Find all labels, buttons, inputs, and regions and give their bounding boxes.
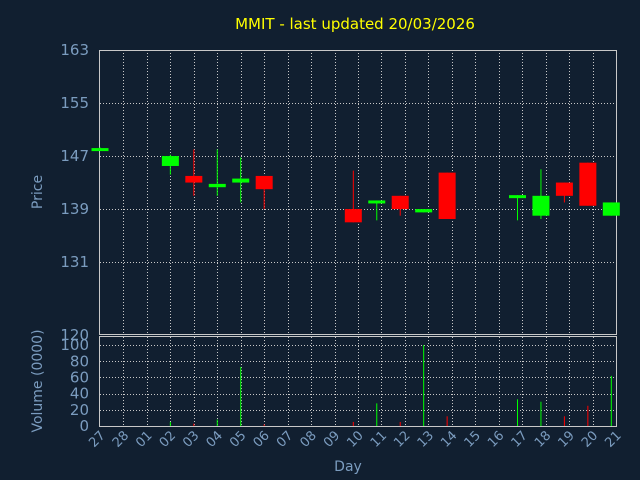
candle bbox=[532, 169, 550, 220]
candle bbox=[555, 182, 573, 203]
x-tick-label: 09 bbox=[321, 428, 343, 450]
x-tick-label: 05 bbox=[227, 428, 249, 450]
candle bbox=[161, 154, 179, 175]
candle-body bbox=[161, 156, 179, 166]
candle bbox=[602, 202, 620, 216]
x-tick-label: 18 bbox=[532, 428, 554, 450]
candle-body bbox=[508, 195, 526, 199]
x-tick-label: 07 bbox=[274, 428, 296, 450]
x-tick-label: 01 bbox=[133, 428, 155, 450]
price-tick-label: 131 bbox=[60, 253, 89, 271]
x-tick-labels: 27 28 01 02 03 04 05 06 07 08 09 10 11 12 13 14 15 16 17 18… bbox=[86, 428, 624, 450]
candle bbox=[438, 172, 456, 220]
candle bbox=[579, 162, 597, 206]
x-tick-label: 19 bbox=[555, 428, 577, 450]
candle bbox=[508, 195, 526, 221]
candle-body bbox=[232, 178, 250, 183]
volume-tick-label: 40 bbox=[70, 385, 89, 403]
x-tick-label: 02 bbox=[157, 428, 179, 450]
volume-tick-label: 100 bbox=[60, 336, 89, 354]
x-tick-label: 03 bbox=[180, 428, 202, 450]
price-tick-label: 139 bbox=[60, 200, 89, 218]
candle bbox=[344, 170, 362, 223]
candle-body bbox=[532, 195, 550, 216]
price-grid bbox=[100, 50, 616, 335]
candle-body bbox=[185, 175, 203, 183]
x-tick-label: 04 bbox=[204, 428, 226, 450]
x-tick-label: 12 bbox=[391, 428, 413, 450]
candle bbox=[91, 147, 109, 152]
volume-tick-label: 20 bbox=[70, 401, 89, 419]
candle-body bbox=[579, 162, 597, 206]
x-tick-label: 21 bbox=[602, 428, 624, 450]
candle bbox=[415, 209, 433, 213]
x-tick-label: 11 bbox=[368, 428, 390, 450]
candle bbox=[185, 149, 203, 196]
x-tick-label: 13 bbox=[415, 428, 437, 450]
volume-axis-label: Volume (0000) bbox=[30, 329, 46, 432]
x-tick-label: 14 bbox=[438, 428, 460, 450]
candle-body bbox=[91, 148, 109, 152]
x-tick-label: 20 bbox=[579, 428, 601, 450]
candle-body bbox=[602, 202, 620, 216]
candle-body bbox=[344, 209, 362, 223]
candle-body bbox=[255, 175, 273, 190]
x-tick-label: 27 bbox=[86, 428, 108, 450]
volume-tick-label: 0 bbox=[79, 417, 89, 435]
candle-body bbox=[438, 172, 456, 220]
x-tick-label: 06 bbox=[251, 428, 273, 450]
volume-panel-frame bbox=[99, 336, 617, 427]
price-tick-label: 163 bbox=[60, 41, 89, 59]
candle bbox=[255, 175, 273, 210]
candle bbox=[208, 149, 226, 196]
x-tick-label: 16 bbox=[485, 428, 507, 450]
x-tick-label: 15 bbox=[462, 428, 484, 450]
price-tick-label: 120 bbox=[60, 326, 89, 344]
volume-tick-label: 80 bbox=[70, 352, 89, 370]
x-tick-label: 28 bbox=[110, 428, 132, 450]
volume-tick-label: 60 bbox=[70, 368, 89, 386]
candle bbox=[391, 195, 409, 216]
candles bbox=[91, 147, 620, 223]
x-tick-label: 08 bbox=[297, 428, 319, 450]
x-tick-label: 17 bbox=[509, 428, 531, 450]
candle bbox=[368, 200, 386, 221]
price-tick-label: 147 bbox=[60, 147, 89, 165]
chart-title: MMIT - last updated 20/03/2026 bbox=[235, 15, 475, 33]
price-tick-labels: 163 155 147 139 131 120 bbox=[60, 41, 89, 344]
candle-body bbox=[208, 183, 226, 188]
price-axis-label: Price bbox=[30, 175, 46, 209]
candle-body bbox=[415, 209, 433, 213]
volume-grid bbox=[100, 337, 616, 426]
candle-body bbox=[555, 182, 573, 196]
candle bbox=[232, 157, 250, 203]
x-tick-label: 10 bbox=[344, 428, 366, 450]
price-tick-label: 155 bbox=[60, 94, 89, 112]
price-panel-frame bbox=[99, 50, 617, 335]
candle-body bbox=[368, 200, 386, 204]
x-axis-label: Day bbox=[334, 459, 362, 475]
candle-body bbox=[391, 195, 409, 210]
volume-bars bbox=[169, 345, 612, 426]
